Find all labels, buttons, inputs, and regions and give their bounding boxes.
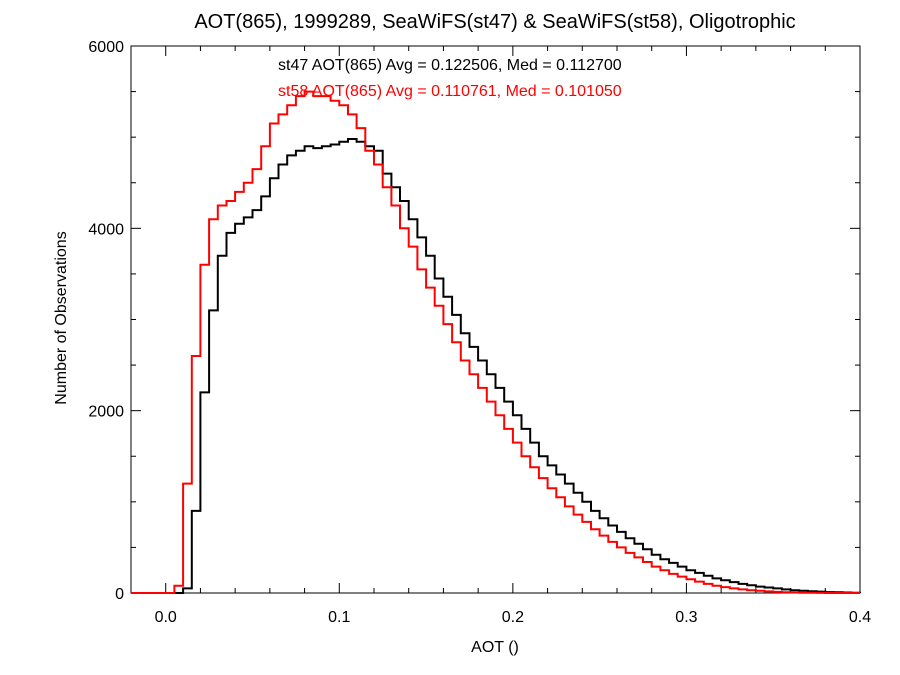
series-line-st58	[131, 90, 860, 594]
x-tick-label: 0.3	[675, 609, 697, 626]
x-tick-label: 0.0	[155, 609, 177, 626]
x-axis-ticks: 0.0 0.1 0.2 0.3 0.4	[130, 46, 871, 626]
y-tick-label: 4000	[88, 221, 124, 238]
y-tick-label: 0	[115, 586, 124, 603]
series-layer	[131, 90, 861, 594]
series-line-st47	[131, 138, 861, 594]
y-tick-label: 6000	[88, 39, 124, 56]
series-stat-label-st58: st58 AOT(865) Avg = 0.110761, Med = 0.10…	[278, 83, 622, 100]
y-axis-label: Number of Observations	[53, 231, 70, 404]
x-axis-label: AOT ()	[471, 639, 519, 656]
y-tick-label: 2000	[88, 404, 124, 421]
series-stat-label-st47: st47 AOT(865) Avg = 0.122506, Med = 0.11…	[278, 57, 622, 74]
x-tick-label: 0.2	[502, 609, 524, 626]
chart-title: AOT(865), 1999289, SeaWiFS(st47) & SeaWi…	[194, 11, 795, 33]
x-tick-label: 0.1	[328, 609, 350, 626]
y-axis-ticks: 0 2000 4000 6000	[88, 39, 860, 603]
x-tick-label: 0.4	[849, 609, 871, 626]
plot-frame	[130, 45, 861, 594]
